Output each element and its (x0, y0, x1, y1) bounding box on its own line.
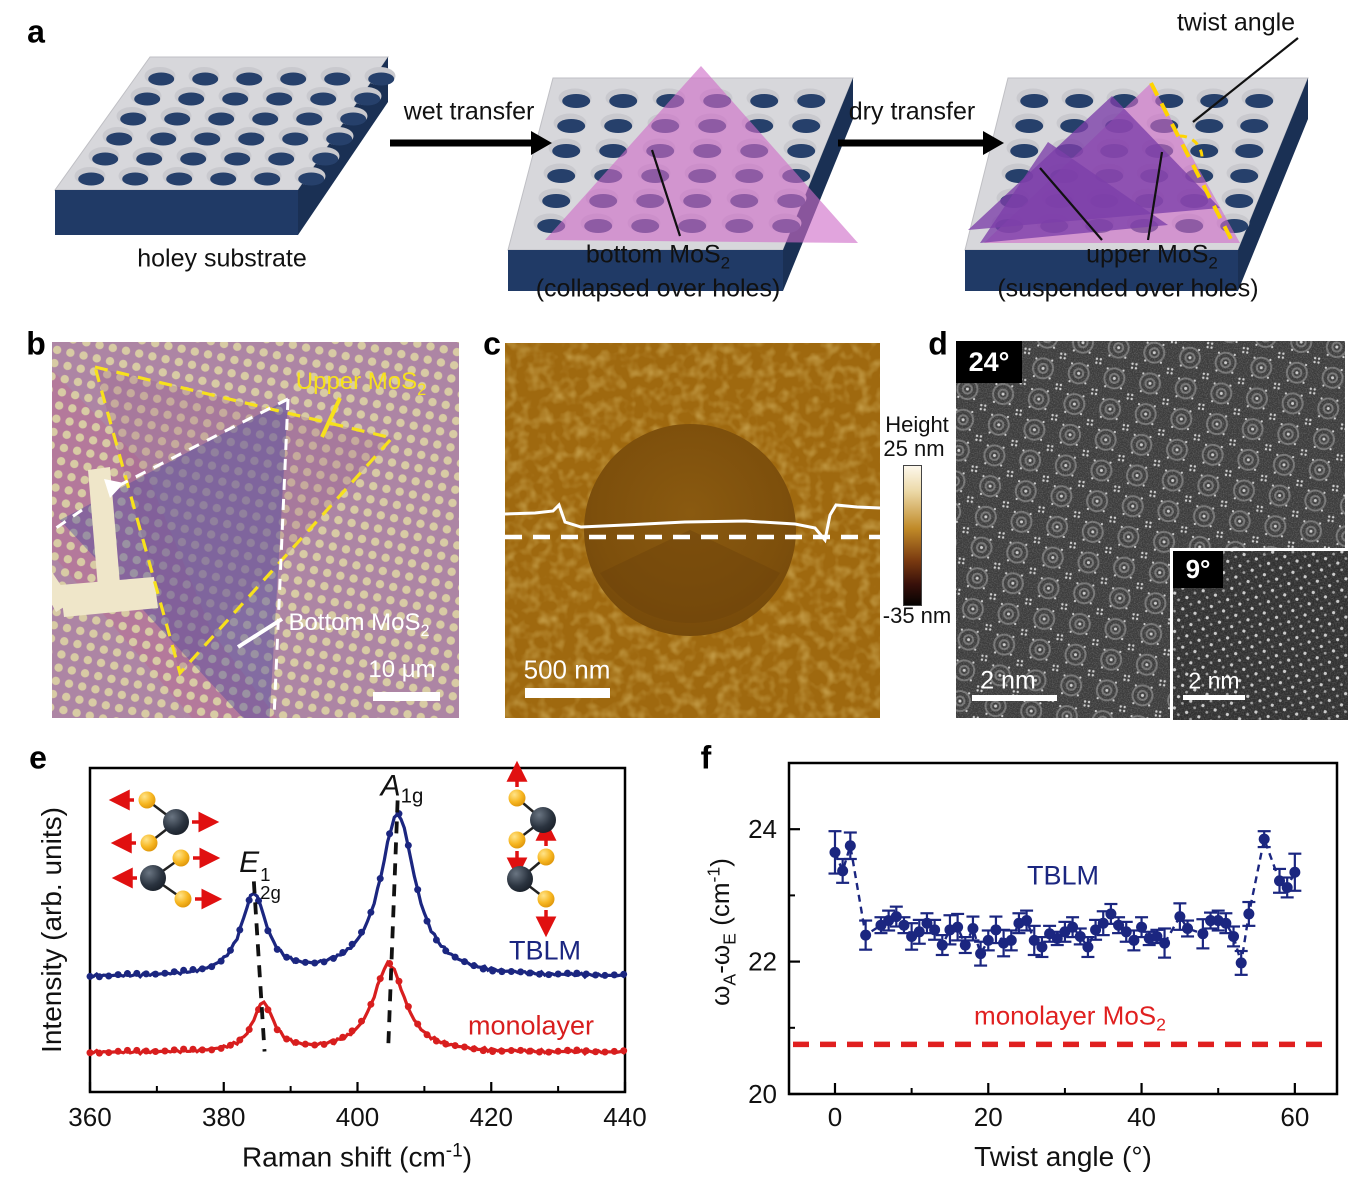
upper-label-pointer (320, 397, 342, 438)
wet-transfer-arrow-icon (390, 131, 552, 155)
upper-mos2-label: upper MoS2 (1086, 240, 1218, 273)
svg-text:60: 60 (1280, 1102, 1309, 1132)
panel-label-e: e (29, 739, 47, 776)
bottom-mos2-image-label: Bottom MoS2 (288, 609, 430, 640)
fabrication-schematic (54, 37, 1309, 291)
height-colorbar (903, 465, 922, 606)
holey-substrate-caption: holey substrate (137, 244, 307, 273)
panel-label-a: a (27, 13, 45, 50)
twist-angle-arc (1179, 134, 1204, 161)
dry-transfer-label: dry transfer (848, 97, 976, 126)
e2g-mode-icon (108, 789, 223, 910)
twisted-bilayer-right (968, 82, 1240, 243)
svg-text:20: 20 (974, 1102, 1003, 1132)
svg-text:440: 440 (603, 1102, 646, 1132)
tblm-series-label-e: TBLM (508, 935, 582, 966)
monolayer-series-label-e: monolayer (467, 1010, 595, 1041)
a1g-peak-label: A1g (380, 769, 424, 808)
dry-transfer-arrow-icon (838, 131, 1004, 155)
bottom-mos2-outline (52, 397, 290, 718)
panel-label-f: f (700, 739, 712, 776)
wet-transfer-label: wet transfer (403, 97, 535, 126)
bottom-mos2-label: bottom MoS2 (585, 240, 731, 273)
svg-text:24: 24 (748, 814, 777, 844)
upper-mos2-image-label: Upper MoS2 (295, 368, 427, 399)
svg-text:22: 22 (748, 947, 777, 977)
upper-flake-region (95, 367, 392, 673)
alignment-marker (52, 467, 158, 617)
bottom-mos2-caption: (collapsed over holes) (535, 274, 781, 303)
scalebar-c (525, 688, 610, 698)
panel-label-c: c (483, 325, 501, 362)
svg-text:420: 420 (470, 1102, 513, 1132)
white-arrowhead (104, 479, 124, 498)
a1g-mode-icon (506, 760, 557, 938)
panel-label-d: d (928, 325, 948, 362)
height-profile-line (505, 502, 880, 544)
bottom-flake-region (60, 399, 288, 718)
colorbar-min-label: -35 nm (882, 603, 952, 628)
svg-text:20: 20 (748, 1079, 777, 1109)
scalebar-d-inset-label: 2 nm (1188, 667, 1240, 694)
bottom-label-pointer (236, 617, 284, 649)
colorbar-max-label: 25 nm (883, 436, 945, 461)
scalebar-d-main-label: 2 nm (980, 666, 1036, 695)
chart-f-frame (787, 761, 1339, 1096)
svg-text:360: 360 (68, 1102, 111, 1132)
tblm-series-label-f: TBLM (1026, 860, 1100, 891)
upper-mos2-outline (92, 364, 395, 677)
optical-microscopy-image (52, 342, 459, 718)
e-x-axis-label: Raman shift (cm-1) (241, 1140, 473, 1173)
scalebar-b-label: 10 μm (368, 656, 436, 683)
scalebar-d-inset (1183, 695, 1245, 700)
twist-angle-label: twist angle (1176, 8, 1296, 37)
upper-mos2-callout-line-2 (1146, 151, 1164, 241)
twist-badge-9: 9° (1173, 551, 1223, 588)
twist-badge-24: 24° (956, 341, 1022, 383)
svg-text:380: 380 (202, 1102, 245, 1132)
scalebar-c-label: 500 nm (523, 654, 611, 685)
twist-angle-dashed-edge (1149, 82, 1234, 242)
monolayer-reference-label-f: monolayer MoS2 (974, 1000, 1166, 1035)
e2g-peak-label: E 1 2g (239, 846, 281, 904)
suspended-membrane-hole (584, 424, 796, 636)
afm-image (505, 343, 880, 718)
panel-label-b: b (26, 325, 46, 362)
twist-angle-callout-line (1192, 37, 1299, 123)
colorbar-title: Height (885, 412, 949, 437)
scalebar-d-main (972, 695, 1057, 701)
svg-text:40: 40 (1127, 1102, 1156, 1132)
f-y-axis-label: ωA-ωE (cm-1) (703, 858, 740, 1006)
bottom-mos2-callout-line (650, 149, 682, 237)
svg-text:400: 400 (336, 1102, 379, 1132)
upper-mos2-callout-line-1 (1039, 167, 1103, 241)
e-y-axis-label: Intensity (arb. units) (36, 807, 67, 1053)
svg-text:0: 0 (828, 1102, 842, 1132)
upper-mos2-caption: (suspended over holes) (997, 274, 1259, 303)
bottom-mos2-flake-middle (545, 66, 858, 243)
f-x-axis-label: Twist angle (°) (974, 1141, 1152, 1172)
scalebar-b (373, 692, 440, 701)
